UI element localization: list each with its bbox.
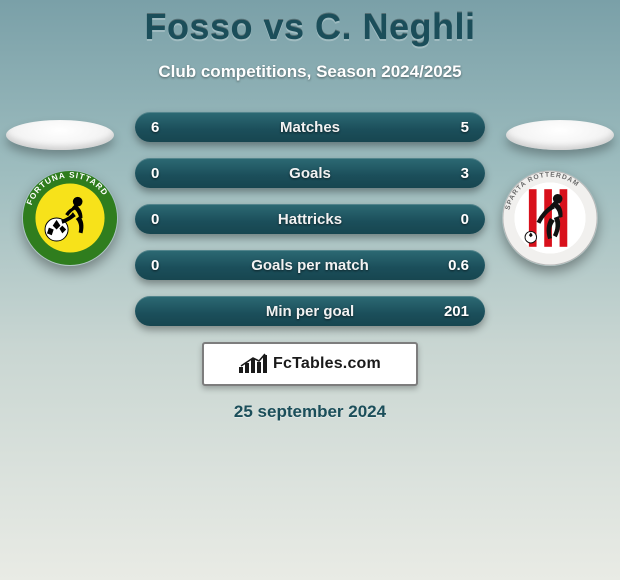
stat-row-goals: 0 Goals 3: [135, 158, 485, 188]
stat-left-value: 0: [151, 211, 191, 228]
crest-right: SPARTA ROTTERDAM: [502, 170, 598, 266]
comparison-stage: FORTUNA SITTARD: [0, 112, 620, 422]
stat-left-value: 0: [151, 165, 191, 182]
pedestal-right: [506, 120, 614, 150]
brand-text: FcTables.com: [273, 355, 381, 373]
stat-right-value: 3: [429, 165, 469, 182]
stat-right-value: 5: [429, 119, 469, 136]
stat-row-matches: 6 Matches 5: [135, 112, 485, 142]
crest-left: FORTUNA SITTARD: [22, 170, 118, 266]
stat-row-goals-per-match: 0 Goals per match 0.6: [135, 250, 485, 280]
stat-row-hattricks: 0 Hattricks 0: [135, 204, 485, 234]
stat-row-min-per-goal: Min per goal 201: [135, 296, 485, 326]
page-subtitle: Club competitions, Season 2024/2025: [0, 62, 620, 82]
stat-right-value: 201: [429, 303, 469, 320]
fortuna-sittard-logo: FORTUNA SITTARD: [22, 170, 118, 266]
bars-icon: [239, 353, 267, 375]
sparta-rotterdam-logo: SPARTA ROTTERDAM: [502, 170, 598, 266]
stat-right-value: 0: [429, 211, 469, 228]
stat-right-value: 0.6: [429, 257, 469, 274]
stat-left-value: 6: [151, 119, 191, 136]
brand-box: FcTables.com: [202, 342, 418, 386]
stat-rows: 6 Matches 5 0 Goals 3 0 Hattricks 0 0 Go…: [135, 112, 485, 326]
page-title: Fosso vs C. Neghli: [0, 0, 620, 48]
pedestal-left: [6, 120, 114, 150]
date-label: 25 september 2024: [0, 402, 620, 422]
stat-left-value: 0: [151, 257, 191, 274]
